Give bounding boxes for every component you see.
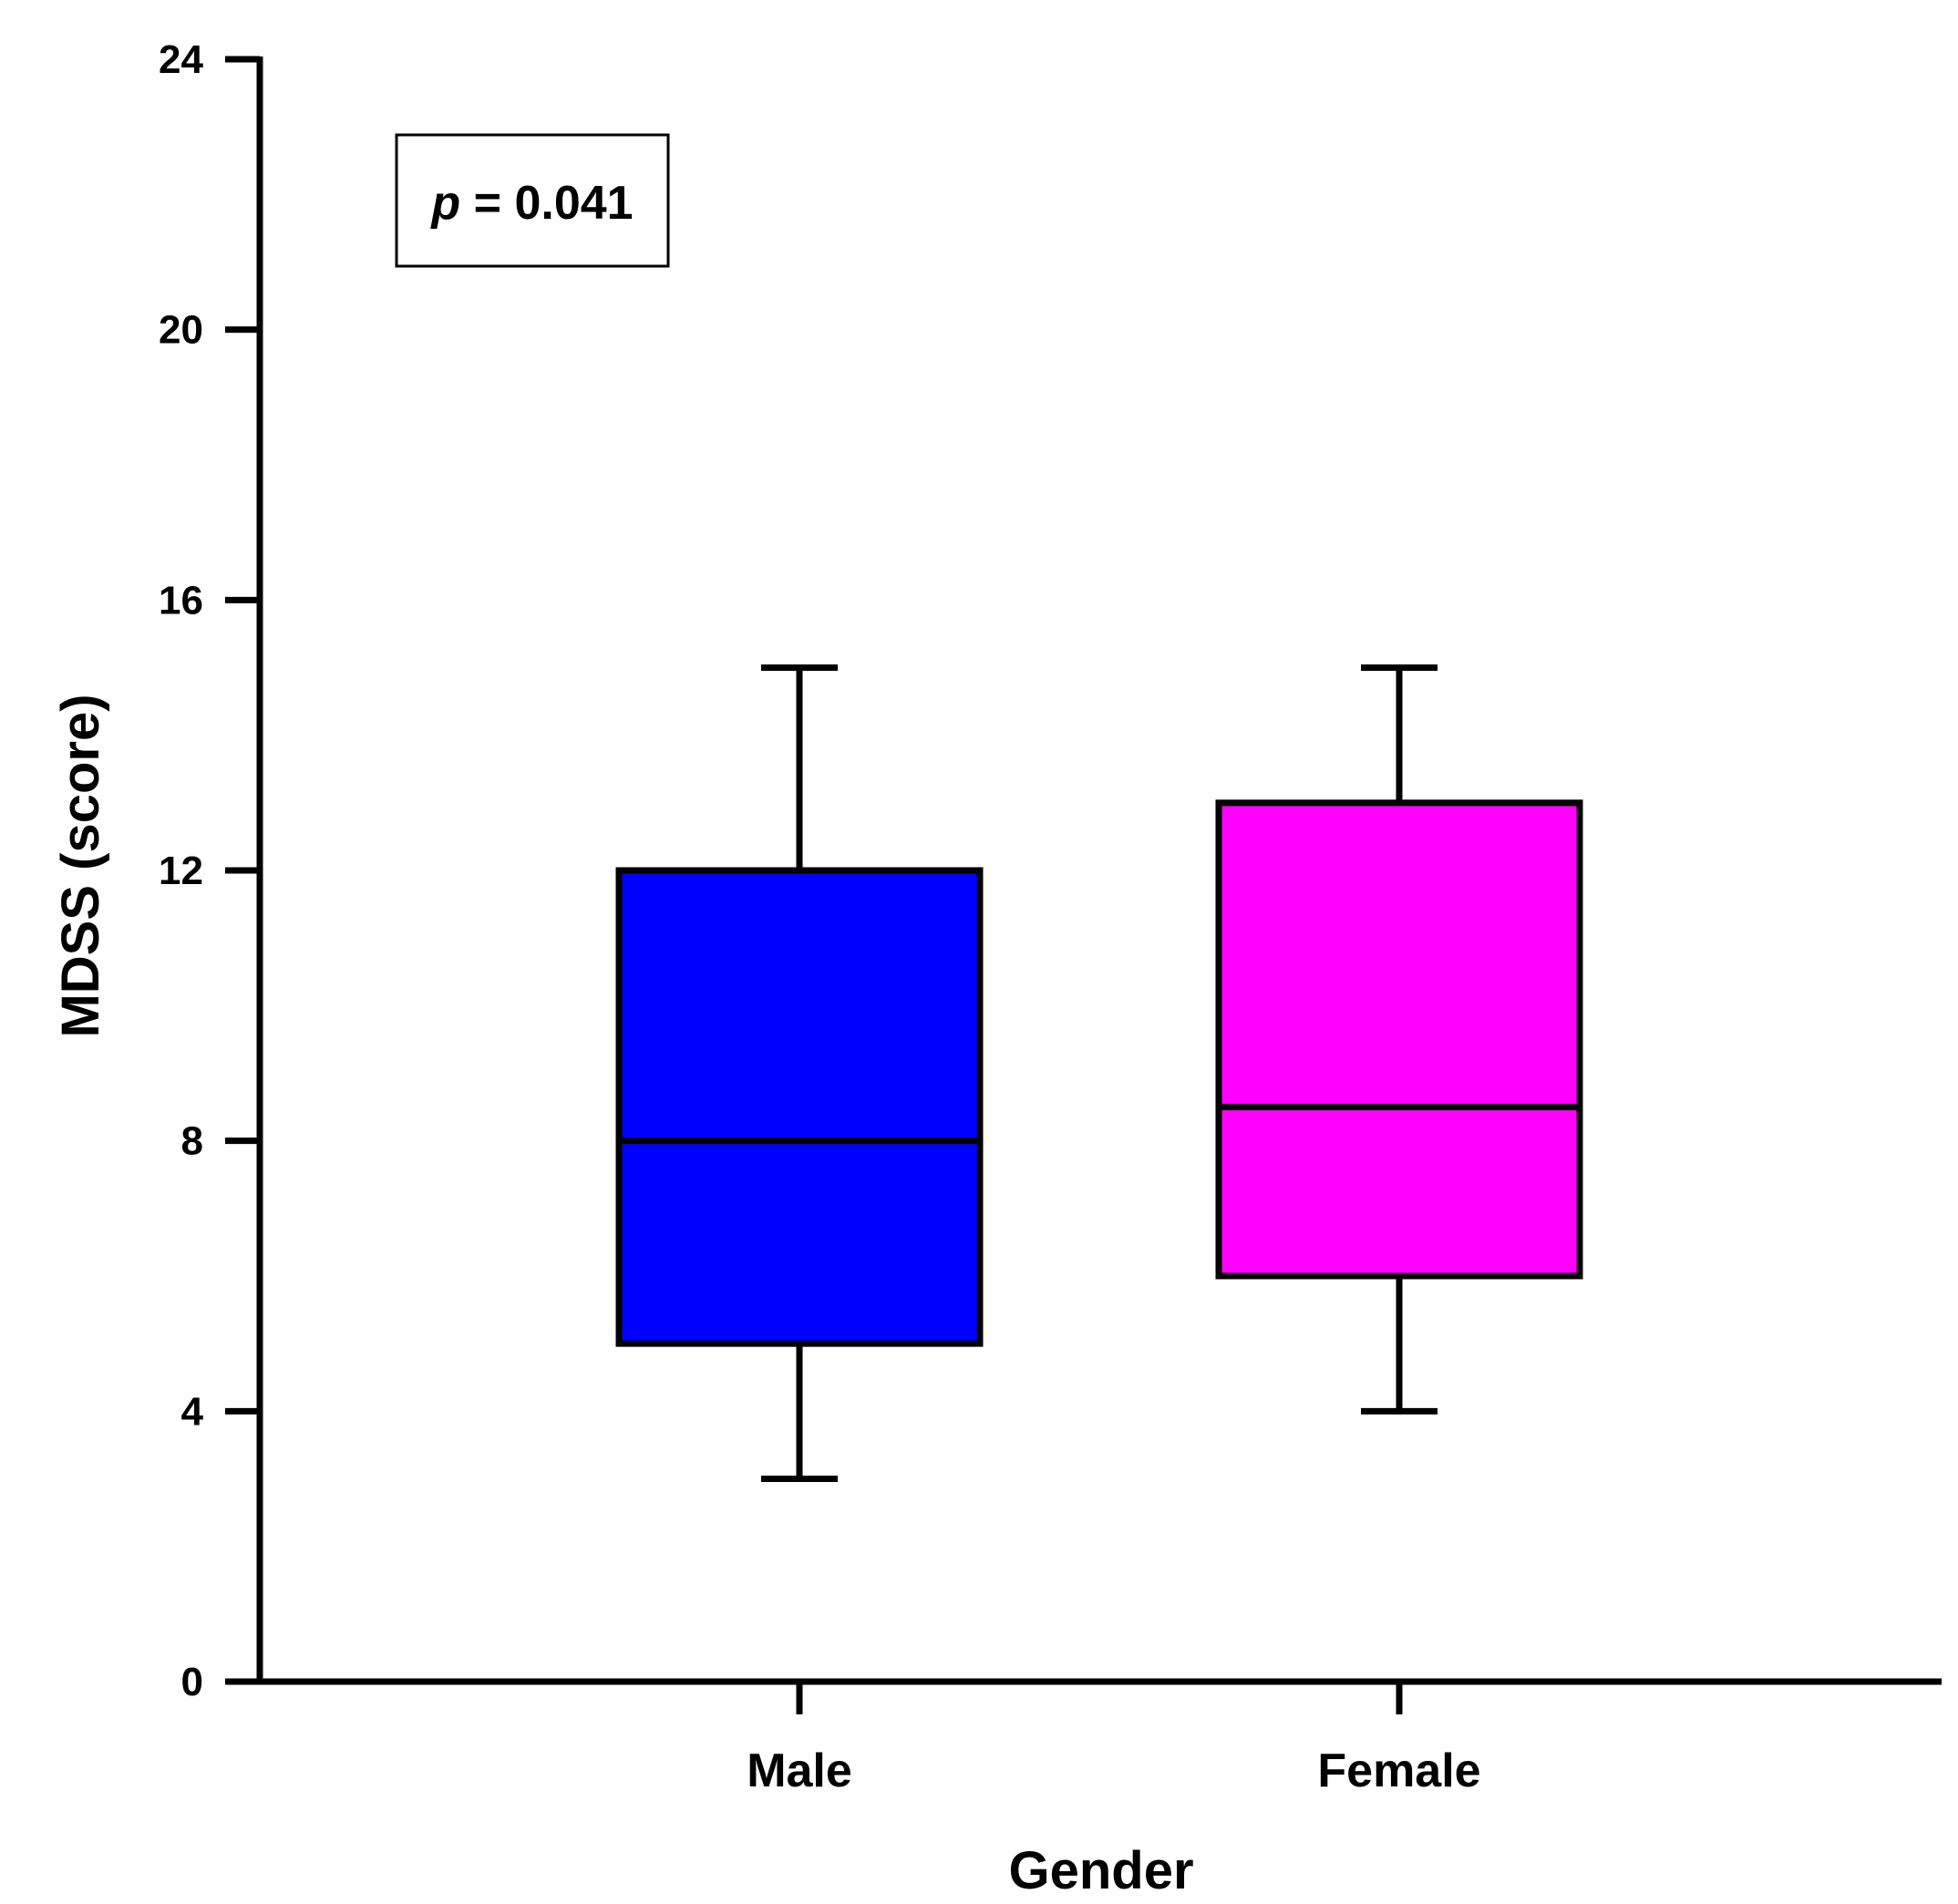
annotation-rest: = 0.041 (460, 177, 633, 230)
y-tick-label: 16 (159, 578, 203, 623)
x-axis-title: Gender (1008, 1841, 1193, 1900)
y-tick-label: 12 (159, 849, 203, 893)
y-axis: 0 4 8 12 16 20 24 (159, 37, 263, 1704)
y-axis-title: MDSS (score) (51, 694, 110, 1037)
x-tick-label-male: Male (747, 1744, 852, 1797)
boxes (615, 664, 1583, 1482)
box-male (615, 664, 984, 1482)
y-tick-label: 4 (181, 1389, 204, 1434)
annotation-text: p = 0.041 (429, 177, 633, 230)
y-tick-label: 24 (159, 37, 203, 82)
x-axis: Male Female (225, 1678, 1942, 1797)
box-female (1215, 664, 1583, 1415)
x-tick-label-female: Female (1317, 1744, 1480, 1797)
annotation-box (395, 133, 670, 268)
annotation-italic: p (429, 177, 460, 230)
y-tick-label: 0 (181, 1660, 203, 1704)
p-value-annotation: p = 0.041 (395, 133, 670, 268)
y-tick-label: 20 (159, 308, 203, 353)
box-body (615, 867, 984, 1347)
y-tick-label: 8 (181, 1119, 203, 1164)
box-body (1215, 799, 1583, 1280)
